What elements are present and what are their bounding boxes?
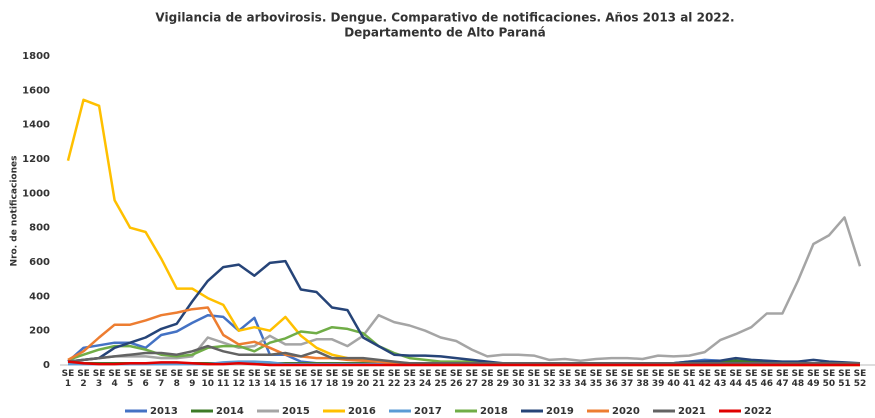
series-line xyxy=(67,216,862,363)
x-tick-label: SE 49 xyxy=(807,369,820,389)
x-tick-label: SE 47 xyxy=(776,369,789,389)
x-tick-label: SE 10 xyxy=(201,369,215,389)
legend-label: 2014 xyxy=(216,406,244,417)
chart-title: Vigilancia de arbovirosis. Dengue. Compa… xyxy=(155,11,734,25)
x-tick-label: SE 39 xyxy=(651,369,665,389)
x-tick-label: SE 9 xyxy=(185,369,199,389)
x-tick-label: SE 32 xyxy=(543,369,556,389)
x-tick-label: SE 36 xyxy=(605,369,618,389)
y-tick-label: 1200 xyxy=(22,154,50,165)
legend-label: 2019 xyxy=(546,406,574,417)
legend-label: 2013 xyxy=(150,406,178,417)
x-tick-label: SE 45 xyxy=(744,369,758,389)
x-tick-label: SE 5 xyxy=(123,369,137,389)
series-line xyxy=(67,344,860,365)
x-tick-label: SE 3 xyxy=(92,369,106,389)
x-tick-label: SE 13 xyxy=(248,369,261,389)
y-tick-label: 1800 xyxy=(22,51,50,62)
x-tick-label: SE 27 xyxy=(465,369,479,389)
y-tick-label: 200 xyxy=(29,326,50,337)
x-tick-label: SE 46 xyxy=(760,369,774,389)
x-tick-label: SE 37 xyxy=(620,369,634,389)
x-tick-label: SE 31 xyxy=(527,369,541,389)
chart-subtitle: Departamento de Alto Paraná xyxy=(344,26,546,40)
x-tick-label: SE 34 xyxy=(574,369,587,389)
x-tick-label: SE 50 xyxy=(822,369,836,389)
legend-label: 2021 xyxy=(678,406,706,417)
x-tick-label: SE 33 xyxy=(558,369,572,389)
x-tick-label: SE 6 xyxy=(139,369,152,389)
x-tick-label: SE 24 xyxy=(418,369,432,389)
x-tick-label: SE 22 xyxy=(387,369,401,389)
legend-label: 2016 xyxy=(348,406,376,417)
x-tick-label: SE 18 xyxy=(325,369,339,389)
series-line xyxy=(67,360,860,367)
x-tick-label: SE 29 xyxy=(496,369,510,389)
y-tick-label: 800 xyxy=(29,223,50,234)
x-tick-label: SE 52 xyxy=(853,369,867,389)
x-tick-label: SE 2 xyxy=(77,369,90,389)
x-tick-label: SE 40 xyxy=(667,369,680,389)
legend-label: 2015 xyxy=(282,406,310,417)
x-tick-label: SE 51 xyxy=(838,369,851,389)
x-tick-label: SE 42 xyxy=(698,369,712,389)
x-tick-label: SE 23 xyxy=(403,369,416,389)
legend-label: 2022 xyxy=(744,406,772,417)
x-tick-label: SE 11 xyxy=(216,369,230,389)
legend-label: 2018 xyxy=(480,406,508,417)
y-tick-label: 400 xyxy=(29,291,50,302)
legend-label: 2020 xyxy=(612,406,640,417)
x-tick-label: SE 48 xyxy=(791,369,805,389)
y-tick-label: 0 xyxy=(43,360,50,371)
y-tick-label: 1000 xyxy=(22,188,50,199)
x-tick-label: SE 14 xyxy=(263,369,277,389)
x-tick-label: SE 28 xyxy=(480,369,494,389)
series-line xyxy=(67,259,861,365)
x-tick-label: SE 12 xyxy=(232,369,246,389)
x-tick-label: SE 44 xyxy=(729,369,743,389)
x-tick-label: SE 35 xyxy=(589,369,603,389)
x-tick-label: SE 4 xyxy=(108,369,121,389)
x-tick-label: SE 17 xyxy=(310,369,323,389)
x-tick-label: SE 30 xyxy=(512,369,525,389)
x-tick-label: SE 16 xyxy=(294,369,308,389)
x-tick-label: SE 8 xyxy=(170,369,184,389)
x-tick-label: SE 41 xyxy=(682,369,696,389)
x-tick-label: SE 20 xyxy=(356,369,370,389)
x-tick-label: SE 26 xyxy=(449,369,463,389)
x-tick-label: SE 15 xyxy=(279,369,292,389)
x-tick-label: SE 25 xyxy=(434,369,448,389)
y-tick-label: 1600 xyxy=(22,85,50,96)
legend-label: 2017 xyxy=(414,406,442,417)
y-tick-label: 600 xyxy=(29,257,50,268)
x-tick-label: SE 7 xyxy=(154,369,168,389)
y-tick-label: 1400 xyxy=(22,120,50,131)
x-tick-label: SE 1 xyxy=(61,369,75,389)
x-tick-label: SE 43 xyxy=(713,369,727,389)
x-tick-label: SE 21 xyxy=(372,369,385,389)
x-tick-label: SE 38 xyxy=(636,369,649,389)
x-tick-label: SE 19 xyxy=(341,369,354,389)
y-axis-label: Nro. de notificaciones xyxy=(10,156,20,267)
